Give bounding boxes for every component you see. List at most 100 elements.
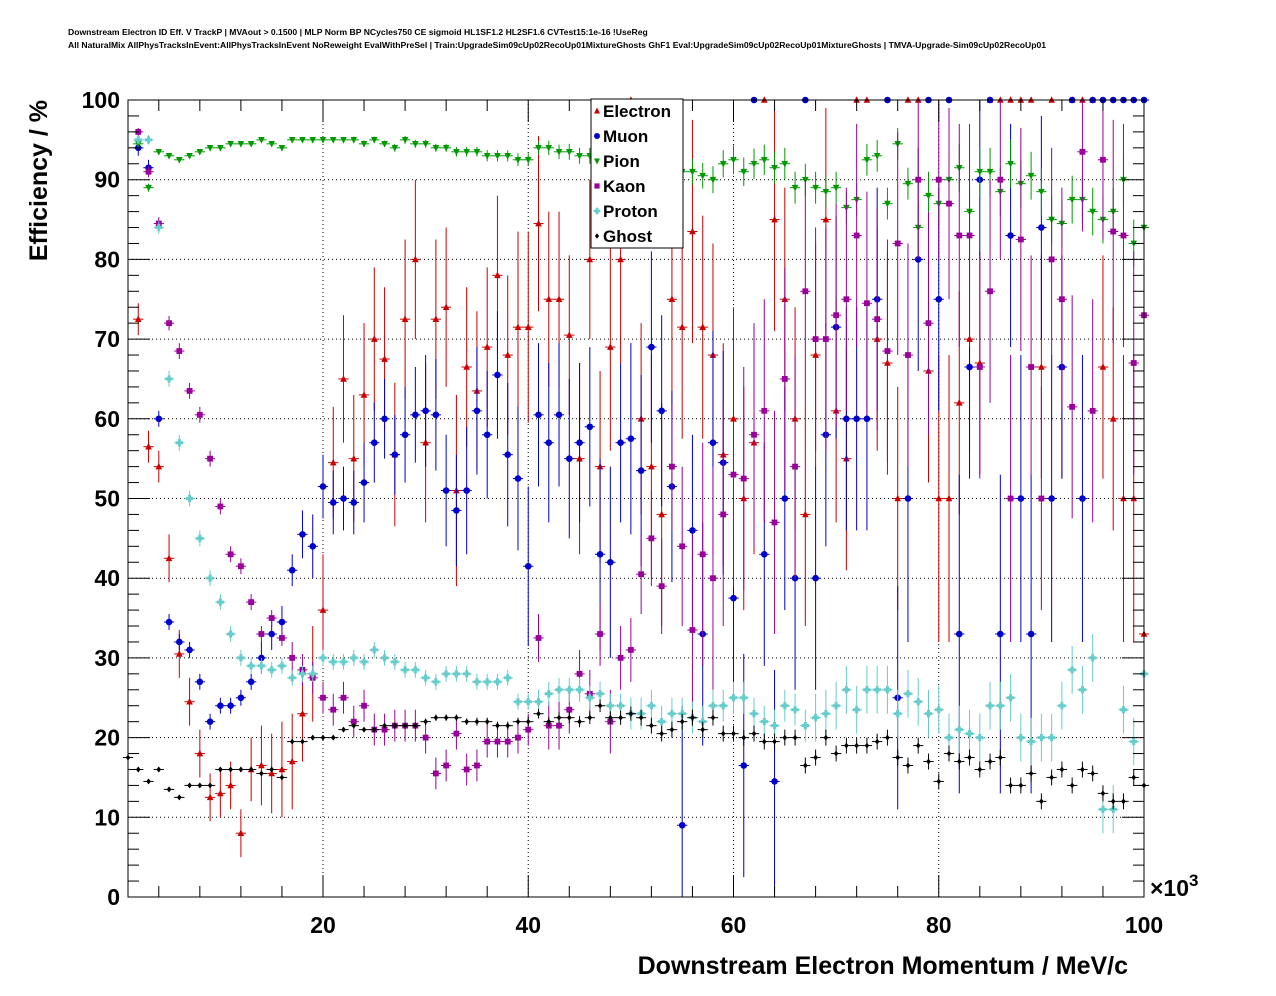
data-point [864, 300, 870, 307]
data-point [710, 575, 716, 582]
data-point [473, 678, 481, 686]
data-point [196, 411, 203, 418]
data-point [986, 702, 994, 710]
data-point [1038, 495, 1045, 502]
data-point [248, 766, 254, 773]
data-point [627, 647, 634, 653]
data-point [1039, 798, 1044, 805]
legend-label-proton: Proton [603, 202, 658, 221]
data-point [935, 494, 943, 502]
data-point [381, 726, 388, 733]
data-point [1100, 156, 1106, 163]
data-point [965, 729, 974, 738]
data-point [854, 742, 859, 749]
data-point [833, 750, 839, 757]
data-point [709, 439, 717, 447]
data-point [576, 670, 583, 677]
data-point [761, 407, 768, 414]
data-point [514, 475, 522, 482]
data-point [495, 722, 500, 729]
data-point [874, 738, 880, 745]
data-point [206, 793, 214, 801]
data-point [905, 352, 911, 358]
data-point [617, 439, 624, 447]
data-point [165, 618, 173, 626]
data-point [597, 631, 603, 637]
data-point [596, 690, 604, 698]
data-point [206, 145, 214, 152]
data-point [452, 670, 461, 678]
data-point [823, 734, 829, 741]
data-point [740, 694, 748, 702]
x-axis-title: Downstream Electron Momentum / MeV/c [638, 952, 1128, 980]
data-point [597, 702, 603, 709]
chart-title-line-2: All NaturalMix AllPhysTracksInEvent:AllP… [68, 40, 1047, 50]
data-point [904, 495, 912, 502]
data-point [206, 718, 214, 725]
data-point [627, 435, 635, 443]
data-point [842, 686, 851, 694]
data-point [463, 149, 470, 156]
data-point [741, 734, 747, 741]
data-point [894, 494, 901, 502]
data-point [771, 164, 778, 172]
data-point [155, 462, 163, 470]
data-point [453, 507, 460, 514]
data-point [464, 718, 469, 725]
data-point [145, 184, 152, 192]
data-point [494, 371, 501, 379]
data-point [1099, 363, 1107, 370]
data-point [1130, 360, 1137, 366]
data-point [155, 223, 163, 232]
data-point [504, 351, 512, 358]
data-point [401, 137, 409, 144]
axis-tick-labels: 0 10 20 30 40 50 60 70 80 90 100 20 40 60 80 100 [82, 87, 1164, 938]
data-point [996, 702, 1004, 710]
data-point [576, 152, 583, 160]
data-point [206, 574, 214, 582]
data-point [483, 343, 491, 350]
data-point [1038, 363, 1045, 370]
data-point [803, 762, 808, 769]
data-point [329, 658, 337, 666]
data-point [719, 160, 727, 168]
legend: Electron Muon Pion Kaon Proton Ghost [590, 98, 684, 249]
legend-marker-pion [594, 158, 600, 165]
data-point [278, 765, 286, 773]
data-point [514, 323, 522, 330]
data-point [146, 778, 151, 785]
data-point [832, 702, 840, 710]
data-point [320, 734, 326, 741]
data-point [134, 141, 142, 148]
data-point [1008, 782, 1013, 789]
data-point [310, 734, 316, 741]
data-point [843, 415, 850, 423]
data-point [186, 646, 193, 654]
data-point [822, 336, 829, 342]
y-tick-label: 90 [94, 167, 120, 193]
data-point [689, 227, 696, 235]
data-point [966, 363, 973, 371]
data-point [751, 431, 757, 438]
data-point [770, 722, 779, 730]
data-point [247, 141, 255, 148]
data-point [269, 766, 274, 773]
data-point [545, 690, 553, 698]
data-point [238, 766, 244, 773]
data-point [505, 722, 511, 729]
data-point [227, 141, 234, 148]
data-point [699, 551, 706, 558]
data-point [298, 670, 307, 678]
x-axis-multiplier-base: ×10 [1150, 875, 1189, 901]
data-point [176, 650, 183, 657]
legend-marker-ghost [594, 233, 600, 239]
data-point [360, 479, 368, 486]
data-point [197, 782, 203, 789]
data-point [679, 543, 686, 550]
data-point [710, 714, 716, 721]
data-point [309, 543, 317, 550]
data-point [935, 295, 943, 303]
data-point [474, 762, 480, 769]
data-point [699, 172, 707, 180]
